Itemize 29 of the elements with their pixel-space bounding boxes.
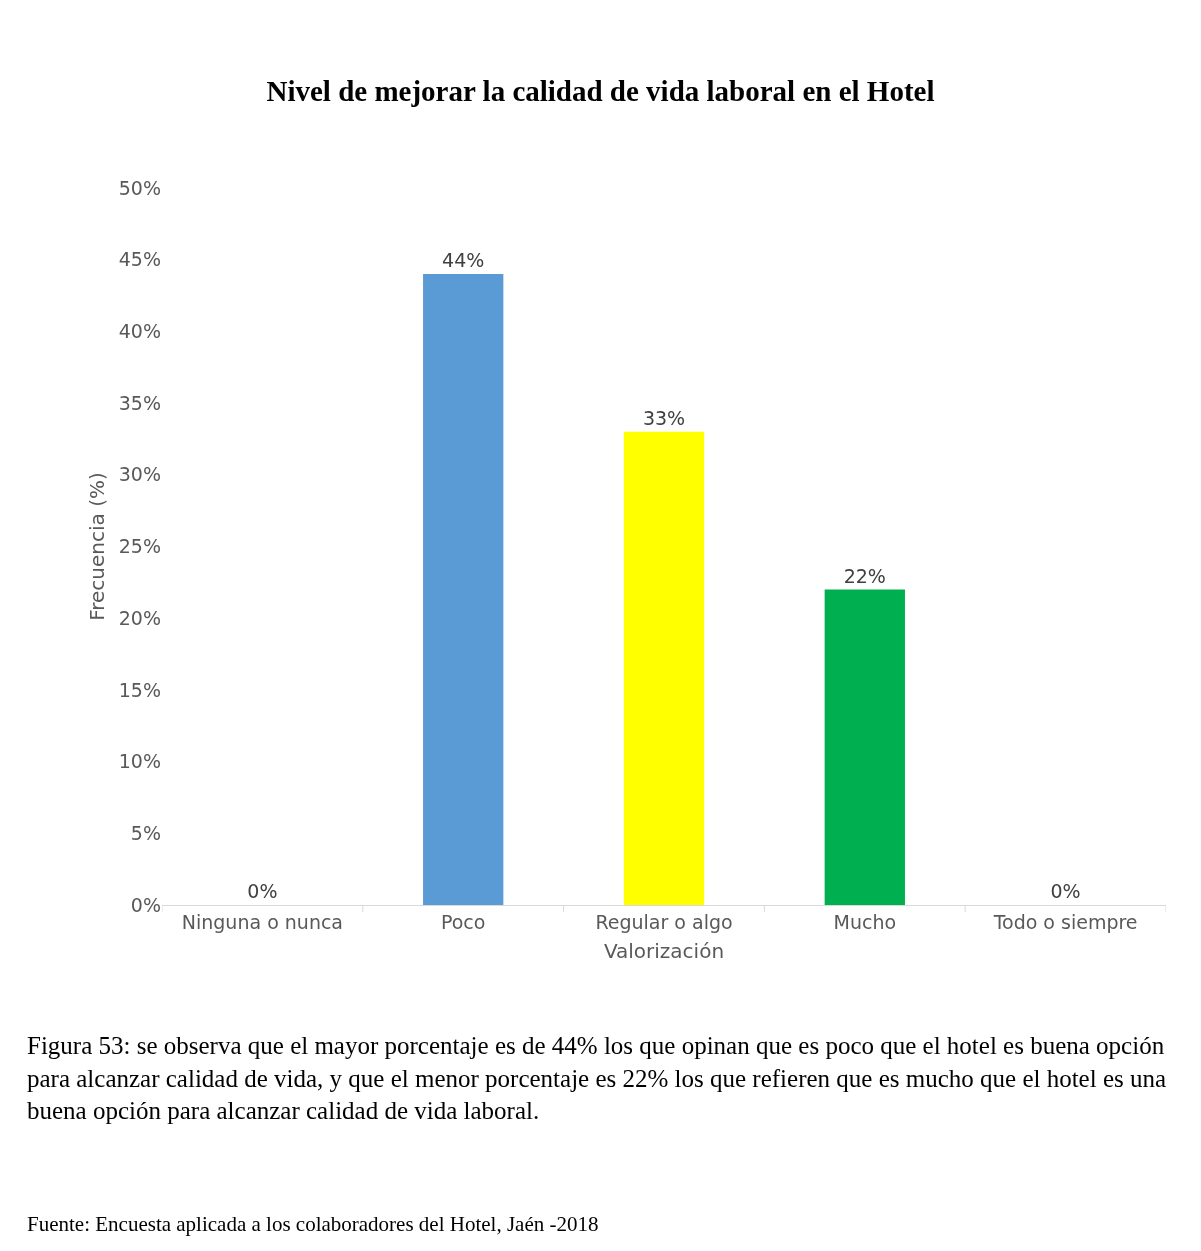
bar: [824, 589, 905, 905]
x-tick-label: Mucho: [833, 910, 897, 933]
y-tick-label: 20%: [118, 606, 161, 629]
y-tick-label: 0%: [130, 893, 161, 916]
x-axis-title: Valorización: [603, 939, 725, 964]
y-tick-label: 10%: [118, 750, 161, 773]
x-tick-label: Poco: [440, 910, 486, 933]
y-tick-label: 50%: [118, 176, 161, 199]
data-label: 0%: [247, 880, 278, 902]
y-tick-label: 35%: [118, 391, 161, 414]
chart-title: Nivel de mejorar la calidad de vida laboral en el Hotel: [266, 75, 935, 108]
y-tick-label: 30%: [118, 463, 161, 486]
source-note: Fuente: Encuesta aplicada a los colaboradores del Hotel, Jaén -2018: [27, 1212, 599, 1236]
bar: [423, 274, 504, 905]
y-tick-label: 45%: [118, 248, 161, 271]
data-label: 33%: [642, 406, 686, 429]
data-label: 44%: [442, 249, 485, 272]
y-tick-label: 25%: [118, 535, 161, 558]
x-tick-label: Ninguna o nunca: [181, 910, 344, 933]
y-tick-label: 5%: [130, 821, 161, 844]
text: Figura 53: se observa que el mayor porcentaje es de 44% los que opinan que es poco que el hotel es buena opción para alcanzar calidad de vida, y que el menor porcentaje es 22% los que refieren que es mucho que el hotel es una buena opción para alcanzar calidad de vida laboral.: [27, 1032, 1167, 1124]
y-tick-label: 40%: [118, 320, 161, 343]
y-axis-title: Frecuencia (%): [85, 472, 110, 621]
bar: [623, 431, 705, 905]
data-label: 22%: [843, 564, 886, 587]
x-tick-label: Regular o algo: [595, 910, 733, 933]
y-tick-label: 15%: [118, 678, 161, 701]
data-label: 0%: [1050, 880, 1081, 902]
x-tick-label: Todo o siempre: [992, 910, 1138, 933]
